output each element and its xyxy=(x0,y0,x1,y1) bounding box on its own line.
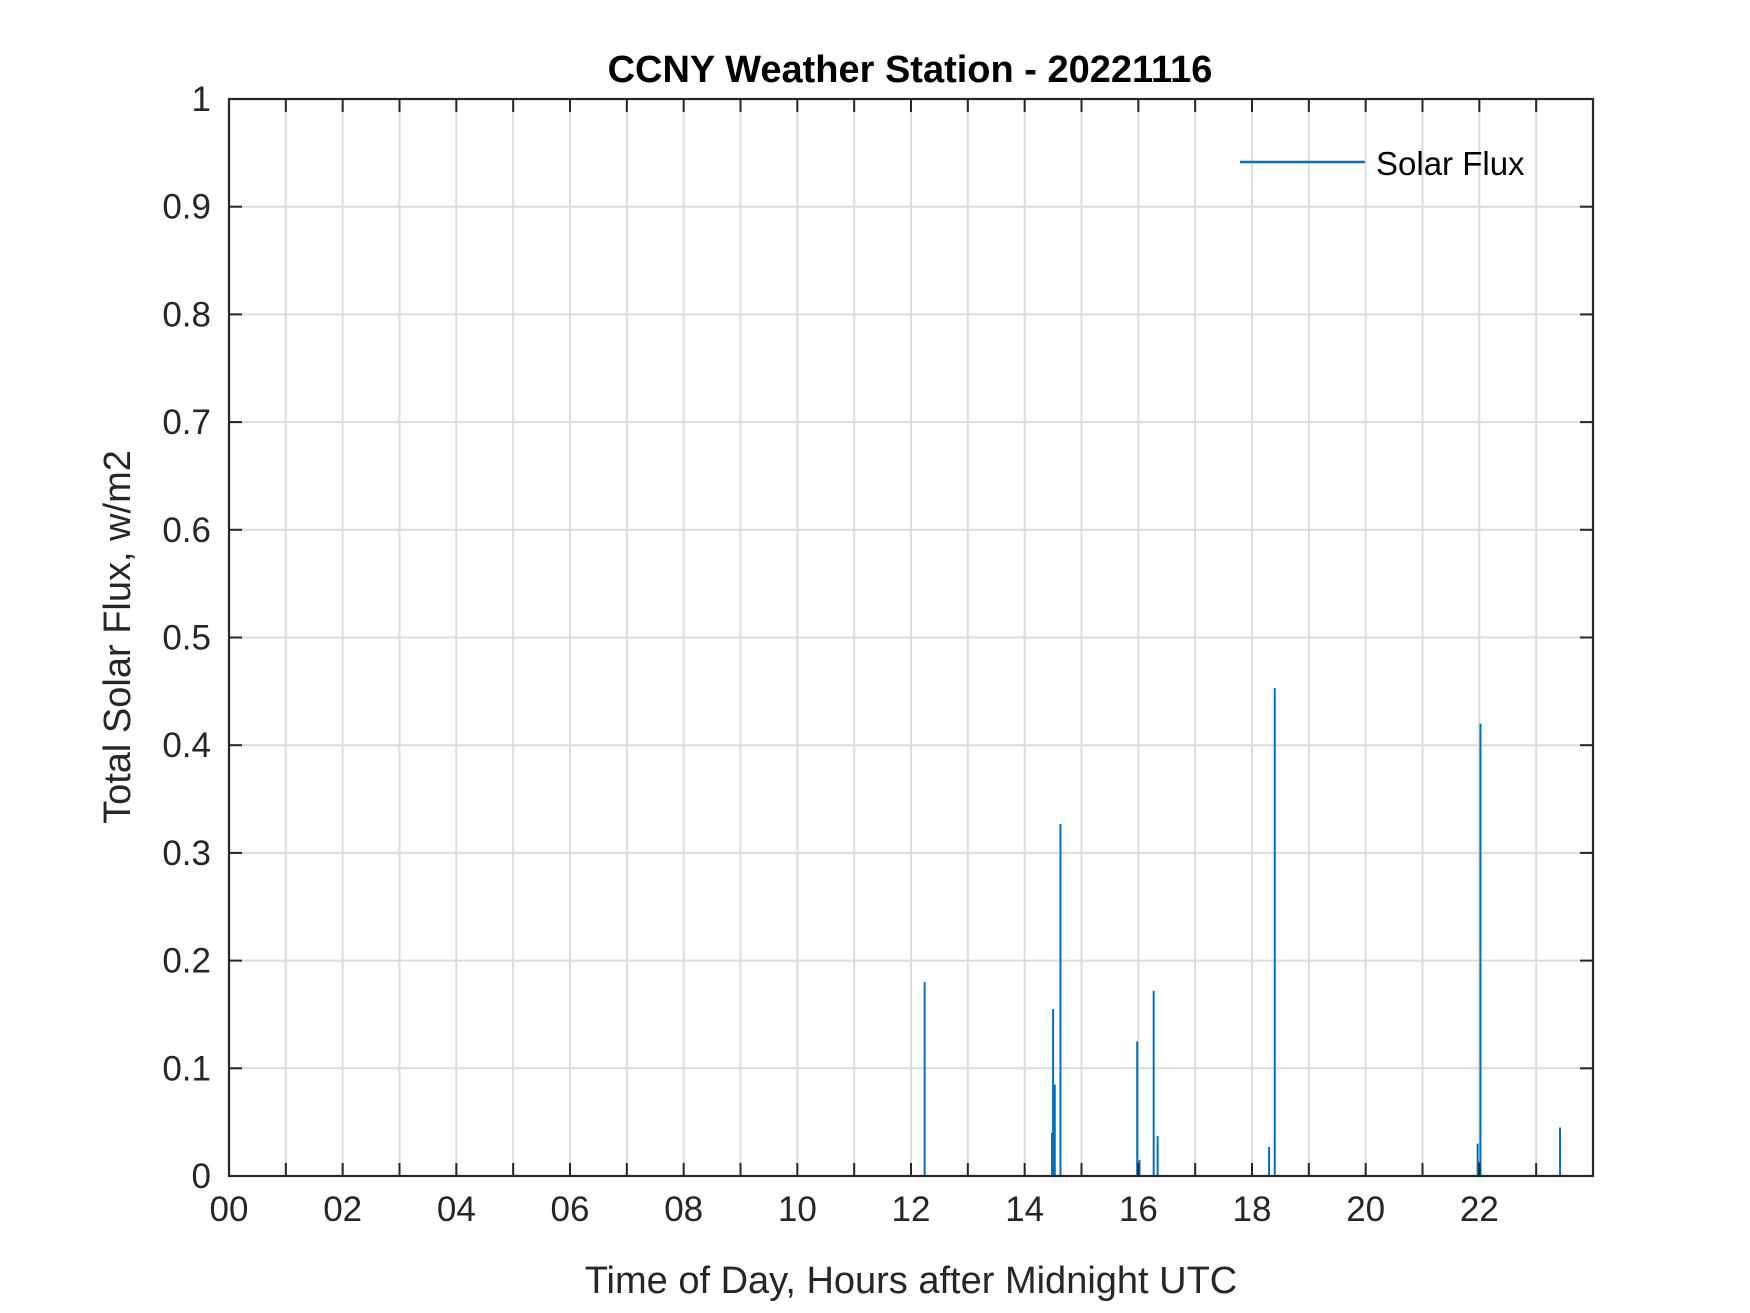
x-tick-label: 12 xyxy=(892,1190,931,1229)
x-tick-label: 06 xyxy=(551,1190,590,1229)
x-tick-labels: 00 02 04 06 08 10 12 14 16 18 20 22 xyxy=(210,1190,1499,1229)
x-tick-label: 10 xyxy=(778,1190,817,1229)
x-tick-label: 18 xyxy=(1233,1190,1272,1229)
y-tick-label: 0.1 xyxy=(162,1049,211,1088)
chart-title: CCNY Weather Station - 20221116 xyxy=(608,49,1213,91)
x-tick-label: 00 xyxy=(210,1190,249,1229)
x-axis-label: Time of Day, Hours after Midnight UTC xyxy=(585,1260,1238,1302)
y-tick-label: 0.9 xyxy=(162,188,211,227)
y-axis-label: Total Solar Flux, w/m2 xyxy=(97,450,139,824)
y-tick-label: 0.3 xyxy=(162,834,211,873)
y-tick-label: 1 xyxy=(192,80,211,119)
axis-ticks xyxy=(228,98,1593,1177)
x-tick-label: 02 xyxy=(323,1190,362,1229)
legend: Solar Flux xyxy=(1240,145,1525,182)
y-tick-label: 0.5 xyxy=(162,619,211,658)
y-tick-label: 0.7 xyxy=(162,403,211,442)
y-tick-label: 0.4 xyxy=(162,726,211,765)
x-tick-label: 22 xyxy=(1460,1190,1499,1229)
y-tick-label: 0.6 xyxy=(162,511,211,550)
y-tick-label: 0.2 xyxy=(162,942,211,981)
x-tick-label: 16 xyxy=(1119,1190,1158,1229)
y-tick-label: 0.8 xyxy=(162,295,211,334)
y-tick-label: 0 xyxy=(192,1157,211,1196)
x-tick-label: 08 xyxy=(664,1190,703,1229)
legend-label-solar-flux: Solar Flux xyxy=(1376,145,1525,182)
x-tick-label: 20 xyxy=(1346,1190,1385,1229)
solar-flux-series xyxy=(923,688,1562,1176)
x-tick-label: 04 xyxy=(437,1190,476,1229)
y-tick-labels: 0 0.1 0.2 0.3 0.4 0.5 0.6 0.7 0.8 0.9 1 xyxy=(162,80,211,1196)
x-tick-label: 14 xyxy=(1005,1190,1044,1229)
